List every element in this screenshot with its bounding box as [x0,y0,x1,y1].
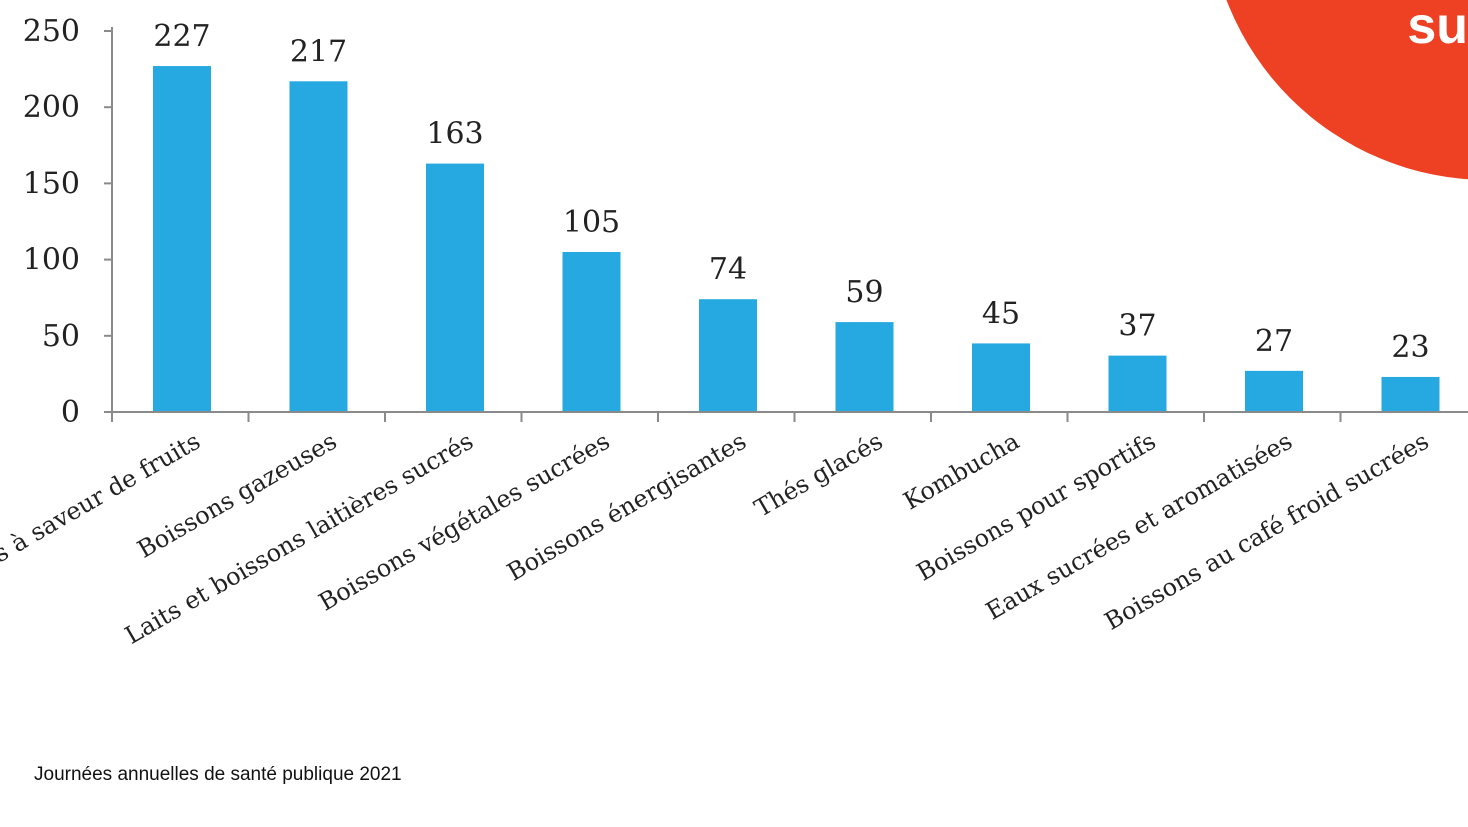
bar [1108,355,1167,412]
data-label: 37 [1118,309,1156,344]
y-tick-label: 150 [23,166,80,201]
data-label: 163 [426,117,483,152]
data-label: 105 [563,205,620,240]
data-label: 59 [845,275,883,310]
bar [972,343,1030,412]
bar [835,322,894,412]
y-tick-label: 0 [61,395,80,430]
y-tick-label: 200 [23,90,80,125]
data-label: 74 [709,252,747,287]
bar [1381,376,1440,412]
bar [1245,370,1303,412]
brand-logo: su [1218,0,1468,180]
x-tick-label: Boissons énergisantes [502,427,751,587]
bar [562,251,621,412]
footer-text: Journées annuelles de santé publique 202… [34,764,402,785]
x-tick-label: Boissons pour sportifs [912,427,1160,587]
y-tick-label: 50 [42,319,80,354]
data-label: 27 [1255,324,1293,359]
data-label: 217 [290,34,347,69]
data-label: 45 [982,296,1020,331]
bar [289,81,348,413]
bar [426,163,484,412]
bar [699,299,757,412]
data-label: 23 [1391,330,1429,365]
x-tick-label: Kombucha [899,427,1024,516]
y-tick-label: 250 [23,14,80,49]
x-tick-label: Thés glacés [750,427,888,523]
data-label: 227 [153,19,210,54]
brand-text: su [1407,0,1468,55]
y-tick-label: 100 [23,243,80,278]
bar [153,66,211,412]
